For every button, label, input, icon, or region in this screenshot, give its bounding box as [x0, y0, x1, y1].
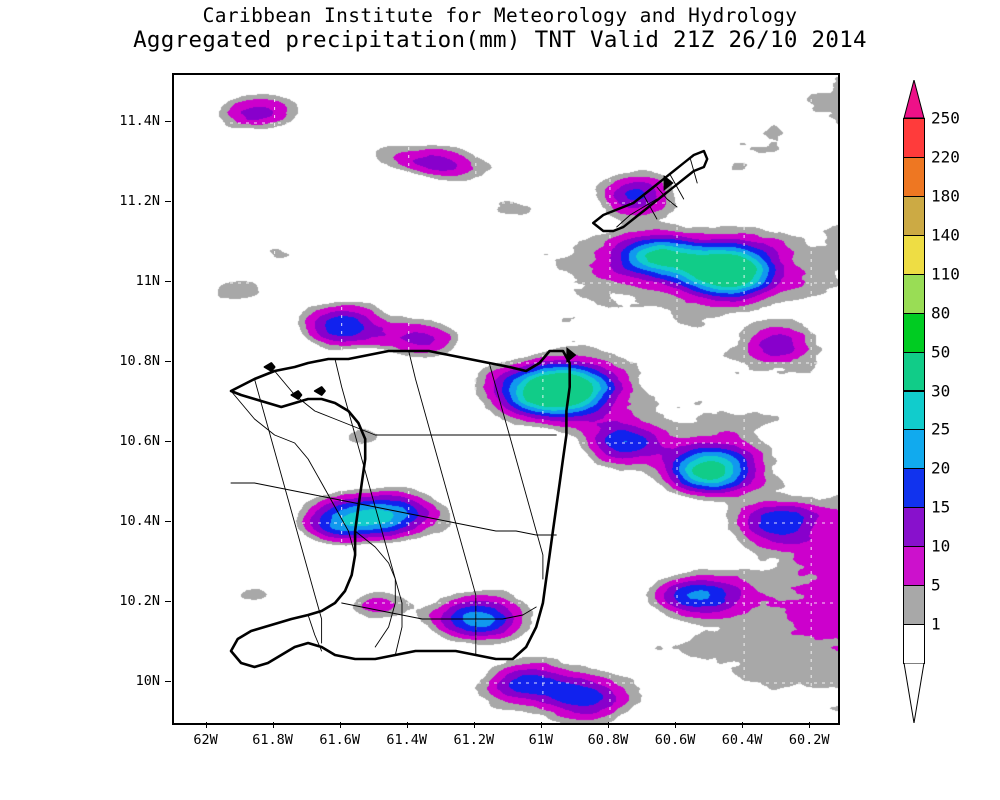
colorbar-tick-label: 220 [931, 147, 960, 167]
y-axis-tick [165, 361, 171, 362]
y-axis-tick [165, 601, 171, 602]
colorbar-tick-label: 25 [931, 419, 951, 439]
colorbar-swatch [903, 351, 925, 392]
colorbar-tick-label: 10 [931, 536, 951, 556]
x-axis-tick [272, 722, 274, 728]
y-axis-tick [165, 441, 171, 442]
colorbar-tick-label: 1 [931, 614, 941, 634]
x-axis-tick [742, 722, 744, 728]
x-axis-tick [205, 722, 207, 728]
colorbar-tick-label: 5 [931, 575, 941, 595]
page-title: Aggregated precipitation(mm) TNT Valid 2… [133, 27, 867, 53]
colorbar-swatch [903, 234, 925, 275]
x-axis-tick [473, 722, 475, 728]
colorbar-swatch [903, 429, 925, 470]
colorbar-tick-label: 140 [931, 225, 960, 245]
colorbar-swatch [903, 273, 925, 314]
colorbar-tick-label: 50 [931, 342, 951, 362]
figure-title-block: Caribbean Institute for Meteorology and … [0, 0, 1000, 53]
y-axis-tick [165, 521, 171, 522]
y-axis-label: 11N [135, 273, 160, 289]
precipitation-field [174, 75, 838, 723]
colorbar-swatch [903, 507, 925, 548]
x-axis-tick [675, 722, 677, 728]
x-axis-tick [607, 722, 609, 728]
coastline-overlay [229, 149, 709, 669]
x-axis-label: 60.8W [587, 732, 629, 748]
colorbar-tick-label: 180 [931, 186, 960, 206]
colorbar-swatch [903, 312, 925, 353]
colorbar-tick-label: 30 [931, 381, 951, 400]
precipitation-colorbar: 250 220 180 140 110 80 50 30 25 20 15 10 5 1 [903, 78, 960, 725]
x-axis-label: 62W [193, 732, 218, 748]
colorbar-swatch [903, 195, 925, 236]
x-axis-tick [540, 722, 542, 728]
colorbar-tick-label: 110 [931, 264, 960, 284]
y-axis-tick [165, 121, 171, 122]
x-axis-label: 61.2W [453, 732, 495, 748]
colorbar-swatch [903, 546, 925, 587]
y-axis-label: 11.2N [119, 193, 160, 209]
colorbar-swatch [903, 624, 925, 664]
colorbar-tick-label: 250 [931, 108, 960, 128]
colorbar-swatch [903, 156, 925, 197]
y-axis-label: 10.8N [119, 353, 160, 369]
colorbar-swatch [903, 390, 925, 431]
y-axis-tick [165, 281, 171, 282]
colorbar-bottom-arrow [903, 662, 925, 724]
y-axis-label: 10.4N [119, 513, 160, 529]
x-axis-label: 60.4W [721, 732, 763, 748]
x-axis-tick [809, 722, 811, 728]
institute-title: Caribbean Institute for Meteorology and … [202, 4, 798, 27]
x-axis-tick [339, 722, 341, 728]
colorbar-tick-label: 80 [931, 303, 951, 323]
y-axis-label: 10.2N [119, 593, 160, 609]
lat-lon-gridlines [174, 75, 838, 723]
y-axis-tick [165, 681, 171, 682]
colorbar-top-arrow [903, 78, 925, 119]
x-axis-label: 61.6W [319, 732, 360, 748]
x-axis-label: 60.2W [788, 732, 830, 748]
x-axis-label: 60.6W [654, 732, 696, 748]
colorbar-swatch [903, 585, 925, 626]
x-axis-label: 61W [528, 732, 554, 748]
y-axis-label: 10N [135, 673, 160, 689]
colorbar-tick-label: 15 [931, 497, 951, 517]
map-plot-area [172, 73, 840, 725]
colorbar-tick-label: 20 [931, 458, 951, 478]
y-axis-label: 11.4N [119, 113, 160, 129]
colorbar-swatch [903, 468, 925, 509]
x-axis-tick [406, 722, 408, 728]
y-axis-label: 10.6N [119, 433, 160, 449]
x-axis-label: 61.8W [252, 732, 293, 748]
colorbar-swatch [903, 118, 925, 158]
x-axis-label: 61.4W [386, 732, 428, 748]
y-axis-tick [165, 201, 171, 202]
